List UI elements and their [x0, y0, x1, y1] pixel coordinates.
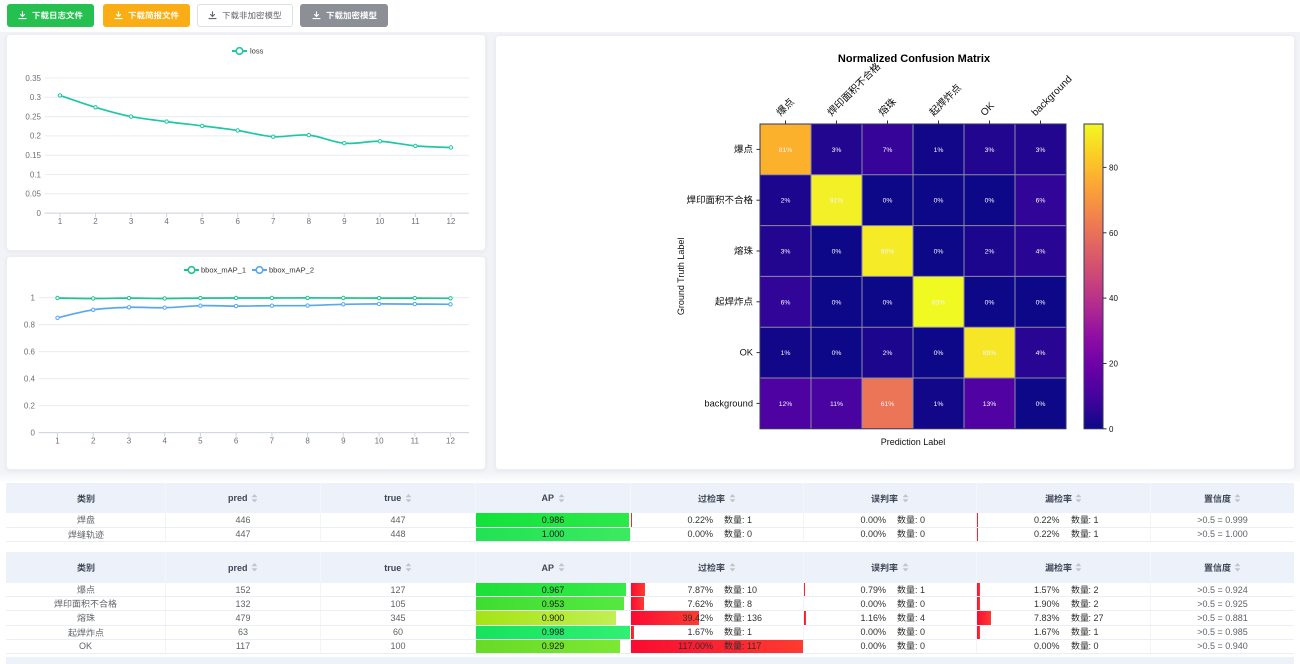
svg-text:3%: 3% [832, 147, 842, 154]
svg-text:5: 5 [200, 217, 205, 226]
svg-text:0.15: 0.15 [25, 151, 41, 160]
svg-text:0.2: 0.2 [30, 132, 42, 141]
svg-text:11: 11 [411, 217, 420, 226]
svg-text:6%: 6% [1036, 198, 1046, 205]
svg-text:1%: 1% [934, 147, 944, 154]
svg-text:1: 1 [58, 217, 63, 226]
svg-text:0.4: 0.4 [24, 374, 36, 383]
svg-text:Prediction Label: Prediction Label [881, 437, 946, 447]
svg-text:0.35: 0.35 [25, 74, 41, 83]
svg-text:4%: 4% [1036, 249, 1046, 256]
svg-text:93%: 93% [932, 299, 946, 306]
svg-text:0%: 0% [883, 198, 893, 205]
svg-text:bbox_mAP_1: bbox_mAP_1 [201, 266, 246, 275]
svg-text:0: 0 [1109, 425, 1114, 434]
svg-text:6: 6 [235, 217, 240, 226]
svg-text:0%: 0% [934, 198, 944, 205]
svg-text:1: 1 [31, 293, 36, 302]
svg-text:4: 4 [164, 217, 169, 226]
svg-text:1%: 1% [781, 350, 791, 357]
svg-text:91%: 91% [830, 198, 844, 205]
svg-text:OK: OK [740, 348, 754, 358]
svg-text:60: 60 [1109, 229, 1118, 238]
svg-text:0%: 0% [985, 198, 995, 205]
svg-text:0%: 0% [832, 299, 842, 306]
svg-text:OK: OK [979, 100, 997, 118]
svg-text:9: 9 [341, 437, 346, 446]
svg-text:3%: 3% [985, 147, 995, 154]
svg-text:4%: 4% [1036, 350, 1046, 357]
svg-text:9: 9 [342, 217, 347, 226]
svg-text:Ground Truth Label: Ground Truth Label [676, 238, 686, 316]
svg-text:3: 3 [127, 437, 132, 446]
svg-text:bbox_mAP_2: bbox_mAP_2 [269, 266, 314, 275]
svg-text:0.2: 0.2 [24, 401, 36, 410]
svg-text:0.05: 0.05 [25, 190, 41, 199]
svg-text:3%: 3% [781, 249, 791, 256]
svg-text:8: 8 [305, 437, 310, 446]
svg-text:background: background [704, 398, 753, 408]
svg-text:0: 0 [37, 209, 42, 218]
svg-text:7: 7 [270, 437, 275, 446]
svg-text:0%: 0% [832, 249, 842, 256]
svg-text:5: 5 [198, 437, 203, 446]
svg-text:11%: 11% [830, 401, 843, 408]
svg-text:12: 12 [446, 437, 455, 446]
svg-text:90%: 90% [881, 249, 895, 256]
svg-text:0.8: 0.8 [24, 320, 36, 329]
svg-text:0.3: 0.3 [30, 93, 42, 102]
svg-text:13%: 13% [983, 401, 997, 408]
svg-text:2: 2 [91, 437, 96, 446]
svg-text:2%: 2% [985, 249, 995, 256]
svg-text:12%: 12% [779, 401, 793, 408]
svg-text:2%: 2% [781, 198, 791, 205]
svg-text:6%: 6% [781, 299, 791, 306]
svg-text:10: 10 [375, 217, 384, 226]
svg-text:80: 80 [1109, 163, 1118, 172]
svg-text:40: 40 [1109, 294, 1118, 303]
svg-text:61%: 61% [881, 401, 895, 408]
svg-text:0%: 0% [1036, 401, 1046, 408]
svg-text:7%: 7% [883, 147, 893, 154]
svg-text:background: background [1030, 74, 1075, 119]
svg-text:11: 11 [411, 437, 420, 446]
svg-text:loss: loss [250, 47, 264, 56]
svg-text:2%: 2% [883, 350, 893, 357]
svg-text:0.1: 0.1 [30, 170, 42, 179]
svg-text:0%: 0% [934, 350, 944, 357]
svg-text:1: 1 [55, 437, 60, 446]
svg-text:8: 8 [307, 217, 312, 226]
svg-text:0.6: 0.6 [24, 347, 36, 356]
svg-text:20: 20 [1109, 360, 1118, 369]
svg-text:0%: 0% [1036, 299, 1046, 306]
svg-text:0: 0 [31, 428, 36, 437]
svg-text:0.25: 0.25 [25, 112, 41, 121]
svg-text:3%: 3% [1036, 147, 1046, 154]
svg-text:89%: 89% [983, 350, 997, 357]
svg-text:4: 4 [162, 437, 167, 446]
svg-text:6: 6 [234, 437, 239, 446]
svg-text:81%: 81% [779, 147, 793, 154]
svg-text:0%: 0% [934, 249, 944, 256]
svg-text:10: 10 [375, 437, 384, 446]
svg-text:3: 3 [129, 217, 134, 226]
svg-text:Normalized Confusion Matrix: Normalized Confusion Matrix [838, 53, 991, 65]
svg-text:0%: 0% [985, 299, 995, 306]
svg-text:1%: 1% [934, 401, 944, 408]
svg-text:12: 12 [446, 217, 455, 226]
svg-text:0%: 0% [832, 350, 842, 357]
svg-text:0%: 0% [883, 299, 893, 306]
svg-text:7: 7 [271, 217, 276, 226]
svg-text:2: 2 [93, 217, 98, 226]
